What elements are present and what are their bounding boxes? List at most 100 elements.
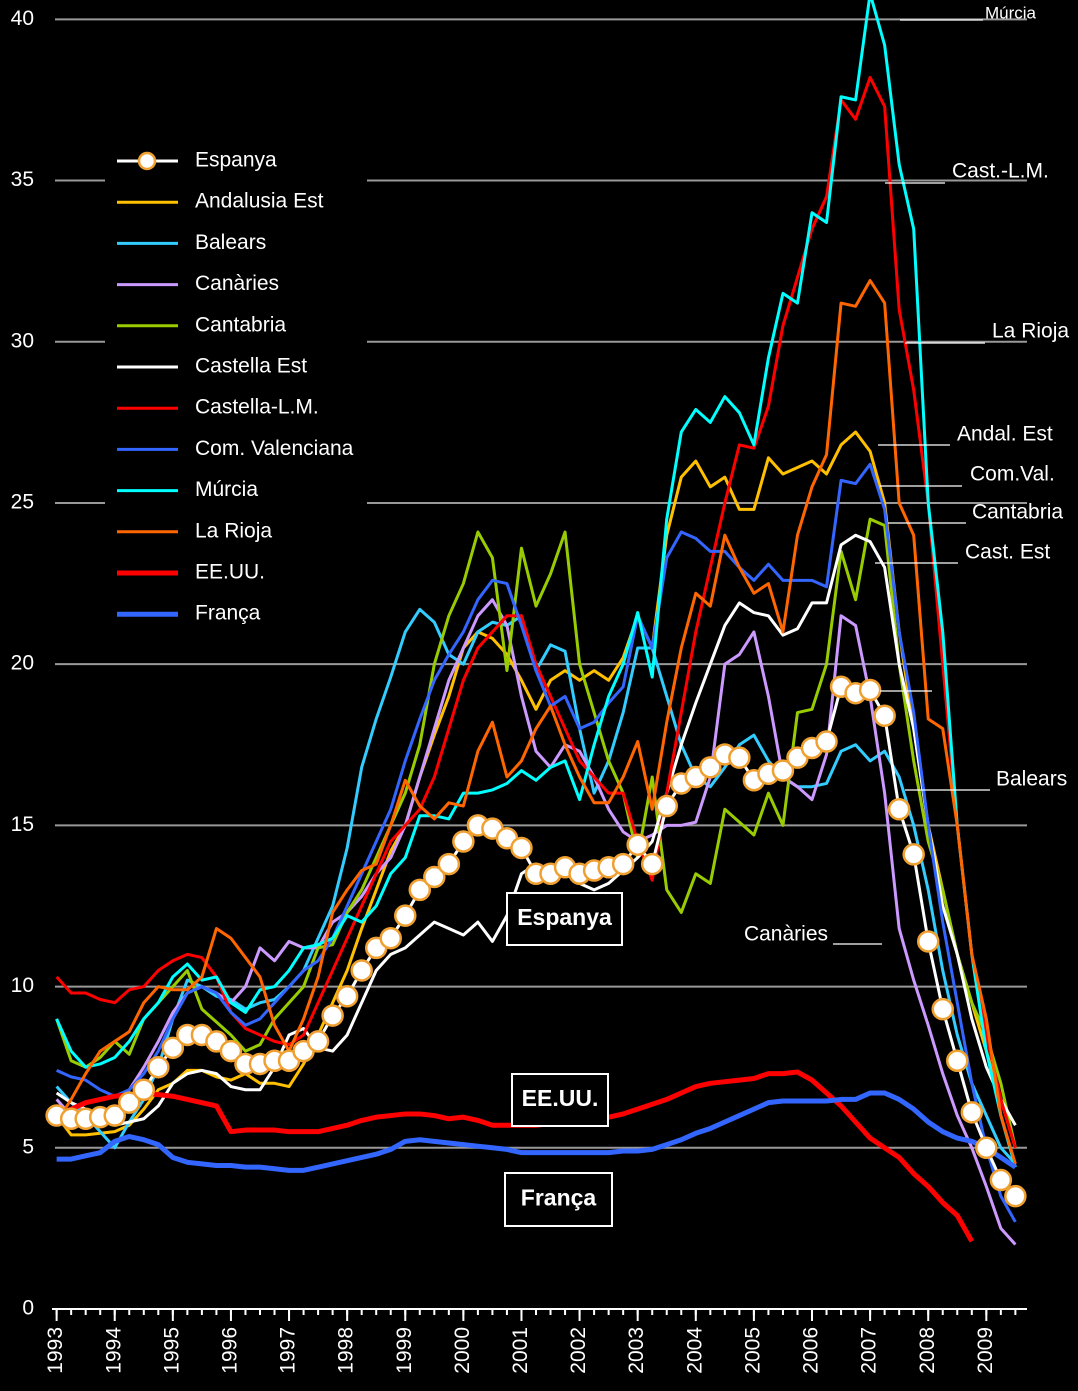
x-tick-label: 2005: [741, 1327, 764, 1374]
legend-label: Com. Valenciana: [195, 437, 354, 460]
legend-label: França: [195, 602, 261, 625]
series-marker: [452, 830, 475, 853]
series-marker: [626, 833, 649, 856]
x-tick-label: 1993: [44, 1327, 67, 1374]
annotation: Cast.-L.M.: [952, 160, 1049, 183]
series-line: [55, 0, 1017, 1168]
series-marker: [118, 1091, 141, 1114]
annotation: França: [521, 1185, 597, 1211]
legend-label: Balears: [195, 231, 266, 254]
y-tick-label: 5: [22, 1135, 34, 1158]
x-tick-label: 1999: [393, 1327, 416, 1374]
x-tick-label: 2002: [567, 1327, 590, 1374]
series-marker: [960, 1101, 984, 1124]
x-tick-label: 2008: [916, 1327, 939, 1374]
x-tick-label: 2000: [451, 1327, 474, 1374]
annotation: Espanya: [517, 904, 612, 930]
x-tick-label: 2004: [683, 1327, 706, 1374]
series-marker: [946, 1049, 969, 1072]
y-tick-label: 0: [22, 1297, 34, 1320]
plot-area: [45, 0, 1027, 1246]
label-box: [504, 1172, 613, 1227]
series-marker: [379, 926, 402, 950]
series-marker: [408, 878, 432, 902]
y-tick-label: 35: [11, 168, 34, 191]
x-tick-label: 1995: [160, 1327, 183, 1374]
series-marker: [335, 985, 359, 1008]
legend-label: Castella-L.M.: [195, 396, 319, 419]
x-tick-label: 2009: [974, 1327, 997, 1374]
legend-label: La Rioja: [195, 519, 272, 542]
series-marker: [815, 730, 838, 753]
overlay: Espanya Andalusia Est Balears Canàries Canta…: [105, 3, 1069, 1227]
series-marker: [858, 678, 882, 702]
legend-label: Canàries: [195, 272, 279, 295]
series-marker: [510, 836, 533, 860]
series-marker: [611, 852, 635, 876]
x-tick-label: 2006: [800, 1327, 823, 1374]
x-tick-label: 2001: [509, 1327, 532, 1374]
series-line: [56, 462, 1017, 1223]
series-marker: [771, 759, 795, 782]
series-marker: [640, 852, 664, 876]
series-marker: [728, 746, 751, 769]
series-marker: [423, 865, 446, 889]
series-marker: [931, 997, 954, 1021]
series-line: [55, 517, 1017, 1149]
series-marker: [975, 1136, 998, 1160]
x-tick-label: 2003: [625, 1327, 648, 1374]
x-tick-label: 1996: [218, 1327, 241, 1374]
label-box: [506, 892, 623, 946]
x-tick-label: 1997: [277, 1327, 300, 1374]
series-marker: [902, 843, 925, 866]
legend-label: Espanya: [195, 149, 277, 172]
annotation: Com.Val.: [970, 463, 1055, 486]
y-tick-label: 40: [11, 7, 34, 30]
y-tick-label: 20: [11, 652, 34, 675]
legend-label: Castella Est: [195, 355, 307, 378]
legend-label: Múrcia: [195, 478, 258, 501]
y-tick-label: 10: [11, 974, 34, 997]
legend-label: Andalusia Est: [195, 190, 324, 213]
series-marker: [655, 794, 678, 818]
series-line: [56, 1090, 1017, 1173]
series-marker: [103, 1104, 126, 1127]
annotation: Balears: [996, 768, 1067, 791]
legend-marker: [137, 151, 157, 171]
series-marker: [1004, 1184, 1027, 1208]
legend-background: [105, 140, 367, 635]
series-marker: [147, 1055, 170, 1079]
grid: 0 5 10 15 20 25 30 35 40 1993 1994 1995 1996 1997 1998…: [11, 7, 1027, 1374]
x-tick-label: 1994: [102, 1327, 125, 1374]
series-marker: [916, 930, 940, 953]
legend-label: EE.UU.: [195, 561, 265, 584]
annotation: Andal. Est: [957, 423, 1053, 446]
series-marker: [887, 798, 911, 821]
x-tick-label: 2007: [858, 1327, 881, 1374]
series-marker: [219, 1039, 243, 1063]
series-marker: [321, 1004, 344, 1027]
annotation: La Rioja: [992, 320, 1069, 343]
series-marker: [394, 904, 417, 927]
series-marker: [306, 1030, 330, 1053]
x-tick-label: 1998: [335, 1327, 358, 1374]
y-tick-label: 30: [11, 329, 34, 352]
series-marker: [132, 1078, 156, 1102]
series-marker: [161, 1036, 185, 1060]
annotation: Cast. Est: [965, 541, 1050, 564]
y-tick-label: 25: [11, 491, 34, 514]
series-marker: [350, 959, 373, 982]
annotation: EE.UU.: [522, 1085, 599, 1111]
series-marker: [699, 756, 722, 779]
annotation: Canàries: [744, 923, 828, 946]
series-marker: [873, 704, 896, 728]
series-marker: [437, 852, 461, 876]
label-box: [511, 1073, 609, 1127]
y-tick-label: 15: [11, 813, 34, 836]
annotation: Múrcia: [985, 3, 1037, 22]
annotation: Cantabria: [972, 501, 1063, 524]
series-line: [55, 430, 1017, 1149]
legend-label: Cantabria: [195, 313, 286, 336]
series-line: [55, 279, 1017, 1165]
